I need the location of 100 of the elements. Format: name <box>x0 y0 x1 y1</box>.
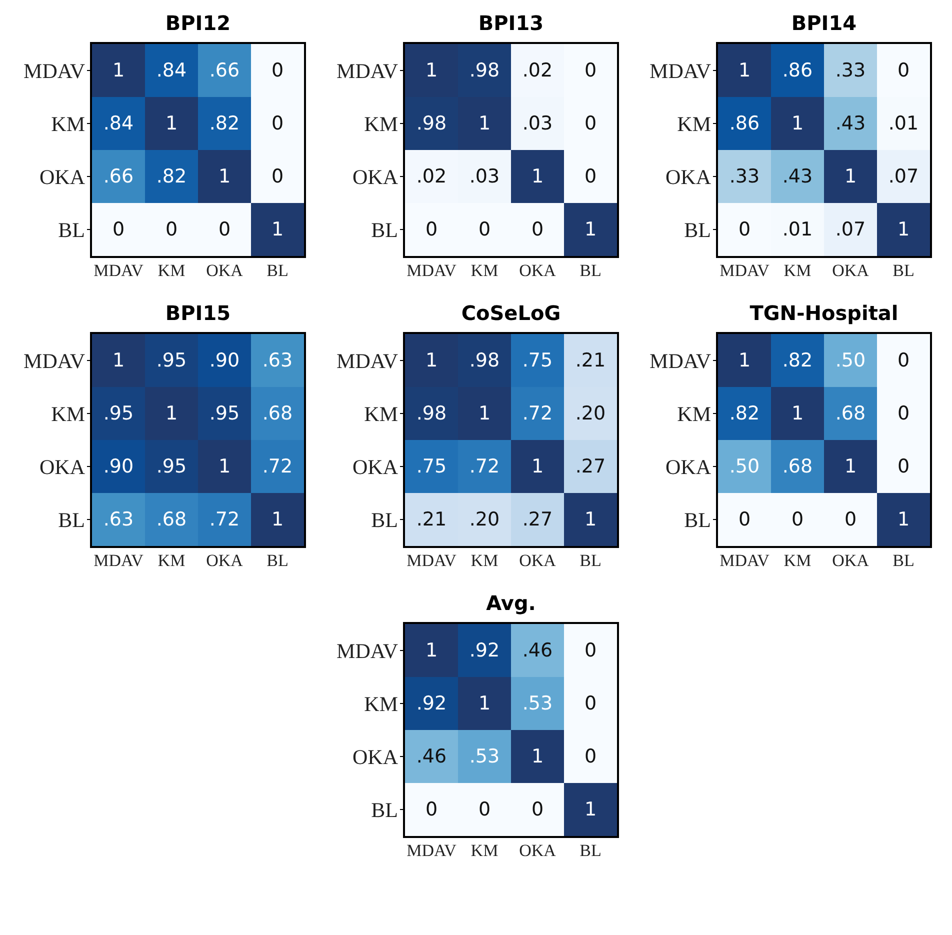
data-label: 1 <box>478 112 491 134</box>
data-label: .50 <box>835 350 866 372</box>
x-tick-label: OKA <box>519 841 557 860</box>
data-label: .92 <box>469 640 500 662</box>
data-label: .03 <box>522 112 553 134</box>
x-tick-label: BL <box>266 551 288 570</box>
data-label: 1 <box>112 60 125 82</box>
y-tick-label: KM <box>364 112 398 136</box>
data-label: 1 <box>844 166 857 188</box>
data-label: .72 <box>522 402 553 424</box>
y-tick-label: KM <box>677 402 712 426</box>
data-label: 0 <box>165 218 178 240</box>
y-tick-label: OKA <box>352 454 399 479</box>
data-label: .72 <box>209 508 240 530</box>
data-label: .50 <box>729 456 760 478</box>
data-label: .03 <box>469 166 500 188</box>
data-label: 0 <box>584 166 597 188</box>
y-tick-label: KM <box>364 402 398 426</box>
x-tick-label: MDAV <box>406 551 458 570</box>
data-label: .21 <box>575 350 606 372</box>
x-tick-label: MDAV <box>720 551 770 570</box>
data-label: .63 <box>262 350 293 372</box>
data-label: .72 <box>469 456 500 478</box>
data-label: 0 <box>218 218 231 240</box>
x-tick-label: OKA <box>832 261 870 280</box>
y-tick-label: MDAV <box>336 348 398 373</box>
data-label: .53 <box>522 692 553 714</box>
y-tick-label: BL <box>684 508 711 532</box>
data-label: .98 <box>469 350 500 372</box>
data-label: 0 <box>584 692 597 714</box>
x-tick-label: MDAV <box>94 551 144 570</box>
data-label: .86 <box>729 112 760 134</box>
data-label: 0 <box>584 60 597 82</box>
data-label: .20 <box>469 508 500 530</box>
data-label: 0 <box>738 508 751 530</box>
x-tick-label: MDAV <box>406 841 458 860</box>
y-tick-label: OKA <box>666 164 712 189</box>
data-label: 1 <box>425 350 438 372</box>
data-label: .95 <box>209 402 240 424</box>
y-tick-label: KM <box>677 112 712 136</box>
data-label: .92 <box>416 692 447 714</box>
data-label: .82 <box>782 350 813 372</box>
data-label: 0 <box>584 746 597 768</box>
data-label: .90 <box>209 350 240 372</box>
y-tick-label: OKA <box>40 454 86 479</box>
data-label: .20 <box>575 402 606 424</box>
data-label: 0 <box>584 112 597 134</box>
data-label: 0 <box>531 798 544 820</box>
data-label: 1 <box>791 402 804 424</box>
data-label: 1 <box>271 508 284 530</box>
data-label: .84 <box>103 112 134 134</box>
data-label: 1 <box>425 60 438 82</box>
y-tick-label: KM <box>364 692 398 716</box>
data-label: .27 <box>522 508 553 530</box>
data-label: .82 <box>156 166 187 188</box>
data-label: .07 <box>888 166 919 188</box>
data-label: .90 <box>103 456 134 478</box>
x-tick-label: BL <box>892 551 914 570</box>
data-label: .75 <box>416 456 447 478</box>
y-tick-label: MDAV <box>650 58 711 83</box>
data-label: .33 <box>835 60 866 82</box>
data-label: 0 <box>271 166 284 188</box>
y-tick-label: MDAV <box>336 638 398 663</box>
x-tick-label: OKA <box>206 551 244 570</box>
data-label: 1 <box>584 508 597 530</box>
y-tick-label: BL <box>684 218 711 242</box>
y-tick-label: BL <box>58 508 85 532</box>
data-label: .63 <box>103 508 134 530</box>
y-tick-label: MDAV <box>650 348 711 373</box>
data-label: .98 <box>469 60 500 82</box>
data-label: 1 <box>165 402 178 424</box>
data-label: 1 <box>738 350 751 372</box>
y-tick-label: MDAV <box>24 348 85 373</box>
data-label: 1 <box>218 456 231 478</box>
data-label: .84 <box>156 60 187 82</box>
data-label: .98 <box>416 402 447 424</box>
data-label: 1 <box>584 218 597 240</box>
y-tick-label: OKA <box>352 164 399 189</box>
data-label: 0 <box>112 218 125 240</box>
data-label: 1 <box>478 692 491 714</box>
data-label: 1 <box>478 402 491 424</box>
chart-title: CoSeLoG <box>460 300 561 327</box>
y-tick-label: OKA <box>352 744 399 769</box>
data-label: .02 <box>416 166 447 188</box>
x-tick-label: BL <box>892 261 914 280</box>
x-tick-label: BL <box>580 551 602 570</box>
data-label: .98 <box>416 112 447 134</box>
chart-title: TGN-Hospital <box>748 300 898 327</box>
y-tick-label: KM <box>51 112 86 136</box>
data-label: 1 <box>425 640 438 662</box>
x-tick-label: KM <box>158 551 186 570</box>
chart-title: BPI13 <box>477 10 544 37</box>
data-label: 0 <box>425 798 438 820</box>
data-label: .95 <box>156 350 187 372</box>
data-label: .68 <box>262 402 293 424</box>
data-label: .68 <box>782 456 813 478</box>
x-tick-label: KM <box>784 551 812 570</box>
data-label: 1 <box>844 456 857 478</box>
x-tick-label: BL <box>580 841 602 860</box>
data-label: 1 <box>531 456 544 478</box>
